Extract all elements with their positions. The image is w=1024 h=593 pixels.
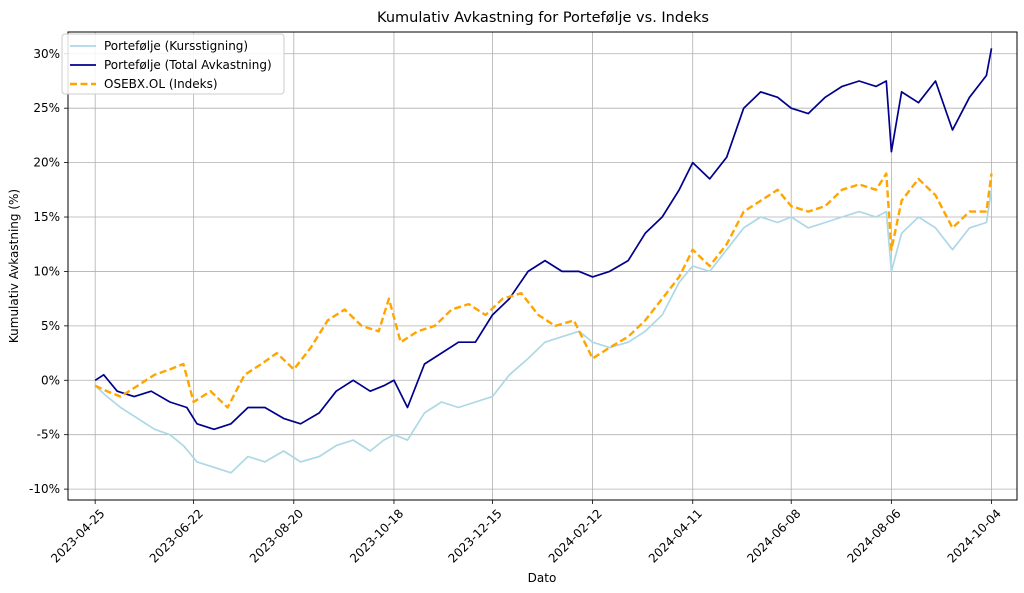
y-axis-title: Kumulativ Avkastning (%) xyxy=(7,189,21,343)
chart-title: Kumulativ Avkastning for Portefølje vs. … xyxy=(377,10,709,26)
y-tick-label: 25% xyxy=(33,101,60,115)
y-tick-label: -5% xyxy=(37,428,60,442)
legend: Portefølje (Kursstigning) Portefølje (Tot… xyxy=(61,33,285,95)
grid-lines xyxy=(68,32,1017,500)
series-line-0 xyxy=(94,189,993,474)
y-tick-label: 15% xyxy=(33,210,60,224)
legend-label: Portefølje (Total Avkastning) xyxy=(104,58,272,72)
y-tick-label: 30% xyxy=(33,47,60,61)
series-layer xyxy=(94,48,993,474)
series-line-1 xyxy=(94,48,993,431)
y-tick-label: 0% xyxy=(41,373,60,387)
plot-area-frame xyxy=(67,31,1018,501)
legend-label: Portefølje (Kursstigning) xyxy=(104,39,248,53)
legend-box xyxy=(61,33,285,95)
y-tick-label: 20% xyxy=(33,156,60,170)
legend-label: OSEBX.OL (Indeks) xyxy=(104,77,218,91)
series-line-2 xyxy=(94,172,993,409)
y-tick-label: 5% xyxy=(41,319,60,333)
y-tick-label: 10% xyxy=(33,264,60,278)
x-axis-title: Dato xyxy=(528,571,557,585)
y-tick-label: -10% xyxy=(29,482,60,496)
y-axis: -10% -5% 0% 5% 10% 15% 20% 25% 30% xyxy=(29,47,68,496)
